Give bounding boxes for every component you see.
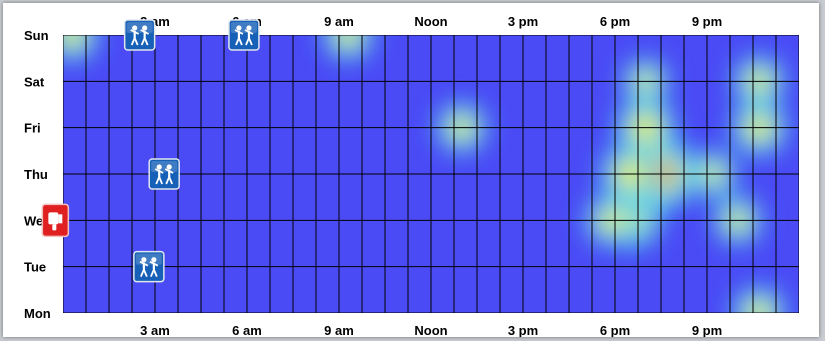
hour-tick-label: 3 pm bbox=[508, 14, 538, 29]
two-people-icon[interactable] bbox=[133, 250, 165, 283]
day-label: Sat bbox=[24, 74, 45, 89]
day-label: Fri bbox=[24, 121, 41, 136]
day-label: Sun bbox=[24, 28, 49, 43]
hour-tick-label: 6 pm bbox=[600, 323, 630, 337]
hour-tick-label: Noon bbox=[414, 14, 447, 29]
two-people-icon[interactable] bbox=[228, 19, 260, 51]
hour-tick-label: 9 pm bbox=[692, 323, 722, 337]
plot-area bbox=[63, 35, 799, 313]
hour-tick-label: 9 pm bbox=[692, 14, 722, 29]
hour-tick-label: 6 am bbox=[232, 323, 262, 337]
thumbs-down-icon[interactable] bbox=[41, 203, 70, 238]
grid bbox=[63, 35, 799, 313]
hour-tick-label: 9 am bbox=[324, 323, 354, 337]
hour-tick-label: Noon bbox=[414, 323, 447, 337]
hour-tick-label: 3 am bbox=[140, 323, 170, 337]
heat-spot bbox=[63, 35, 99, 62]
day-label: Mon bbox=[24, 306, 51, 321]
two-people-icon[interactable] bbox=[148, 158, 180, 190]
day-label: Thu bbox=[24, 167, 48, 182]
two-people-icon[interactable] bbox=[123, 19, 156, 51]
hour-tick-label: 6 pm bbox=[600, 14, 630, 29]
hour-tick-label: 3 pm bbox=[508, 323, 538, 337]
day-label: Tue bbox=[24, 260, 46, 275]
hour-tick-label: 9 am bbox=[324, 14, 354, 29]
heat-spot bbox=[733, 286, 786, 313]
marker-layer bbox=[41, 19, 260, 283]
heat-spot bbox=[323, 35, 374, 60]
hour-axis-bottom: 3 am 6 am 9 am Noon 3 pm 6 pm 9 pm bbox=[140, 323, 722, 337]
